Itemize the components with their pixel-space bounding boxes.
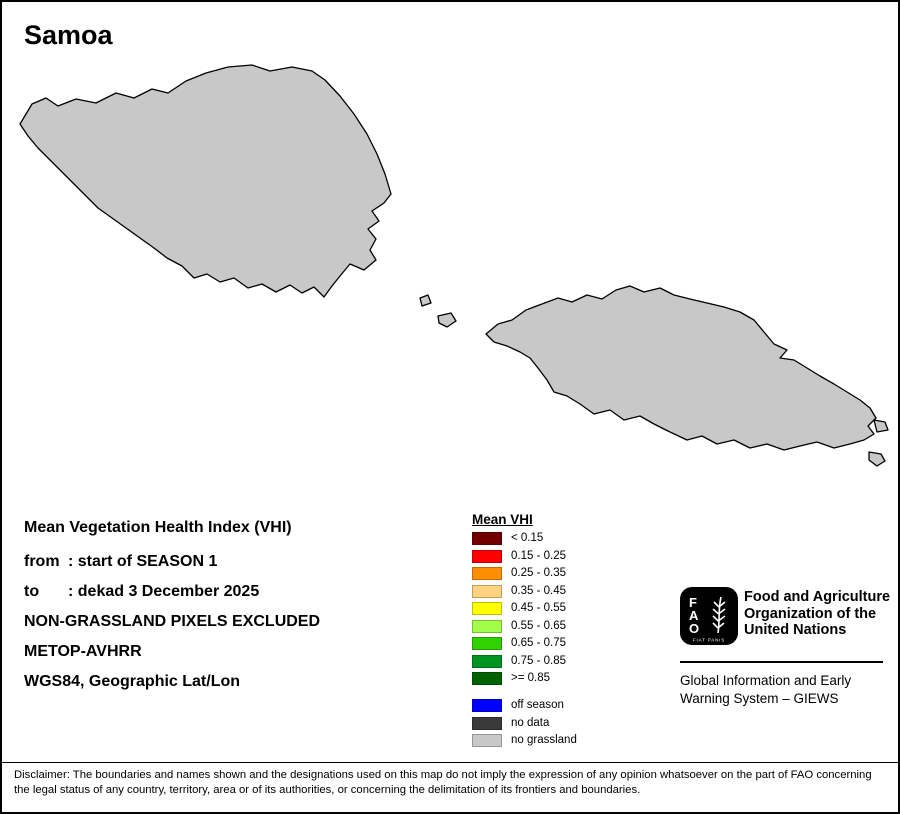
info-heading: Mean Vegetation Health Index (VHI)	[24, 519, 292, 536]
legend-item: 0.75 - 0.85	[472, 654, 566, 668]
info-to-line: to : dekad 3 December 2025	[24, 583, 259, 601]
legend-item: 0.65 - 0.75	[472, 637, 566, 650]
svg-text:A: A	[689, 608, 699, 623]
legend-label: 0.75 - 0.85	[511, 654, 566, 667]
islet-east-2	[868, 451, 886, 467]
islet-east-1	[873, 419, 889, 433]
info-pixels-line: NON-GRASSLAND PIXELS EXCLUDED	[24, 613, 321, 630]
legend-item: < 0.15	[472, 532, 566, 545]
islet-manono	[437, 312, 457, 328]
legend-swatch	[472, 602, 502, 615]
fao-giews-label: Global Information and Early Warning Sys…	[680, 673, 852, 706]
svg-text:FIAT PANIS: FIAT PANIS	[693, 638, 725, 643]
info-from-line: from : start of SEASON 1	[24, 553, 217, 571]
fao-org-name: Food and Agriculture Organization of the…	[744, 589, 891, 638]
legend-title: Mean VHI	[472, 512, 533, 527]
legend-swatch	[472, 654, 502, 668]
legend-item: 0.55 - 0.65	[472, 619, 566, 633]
legend-swatch	[472, 672, 502, 685]
islet-apolima	[419, 294, 432, 307]
legend-swatch	[472, 734, 502, 747]
legend-main: < 0.15 0.15 - 0.25 0.25 - 0.35 0.35 - 0.…	[472, 532, 566, 690]
legend-swatch	[472, 549, 502, 563]
legend-extra: off season no data no grassland	[472, 699, 577, 752]
legend-item: 0.45 - 0.55	[472, 602, 566, 615]
legend-item: 0.25 - 0.35	[472, 567, 566, 580]
legend-label: 0.15 - 0.25	[511, 549, 566, 562]
island-savaii	[19, 64, 392, 298]
legend-swatch	[472, 584, 502, 598]
fao-divider	[680, 661, 883, 663]
legend-item: 0.35 - 0.45	[472, 584, 566, 598]
legend-swatch	[472, 637, 502, 650]
legend-label: 0.35 - 0.45	[511, 584, 566, 597]
legend-swatch	[472, 619, 502, 633]
legend-item: >= 0.85	[472, 672, 566, 685]
disclaimer-text: Disclaimer: The boundaries and names sho…	[2, 762, 898, 812]
info-to-value: : dekad 3 December 2025	[68, 583, 260, 600]
wheat-branches	[712, 601, 726, 629]
legend-label: 0.45 - 0.55	[511, 602, 566, 614]
page-title: Samoa	[24, 20, 113, 50]
info-sensor-line: METOP-AVHRR	[24, 643, 142, 660]
wheat-stem	[717, 596, 722, 634]
legend-label: off season	[511, 699, 564, 711]
island-upolu	[485, 285, 877, 451]
legend-label: 0.55 - 0.65	[511, 619, 566, 632]
legend-item: no grassland	[472, 734, 577, 747]
legend-label: no data	[511, 716, 550, 729]
info-to-label: to	[24, 583, 40, 600]
legend-item: 0.15 - 0.25	[472, 549, 566, 563]
legend-label: < 0.15	[511, 532, 544, 544]
fao-logo-icon: F A O FIAT PANIS	[680, 587, 738, 645]
legend-swatch	[472, 532, 502, 545]
info-from-label: from	[24, 553, 60, 570]
legend-label: 0.25 - 0.35	[511, 567, 566, 579]
svg-text:O: O	[689, 621, 699, 636]
legend-swatch	[472, 699, 502, 712]
info-projection-line: WGS84, Geographic Lat/Lon	[24, 673, 241, 690]
legend-item: no data	[472, 716, 577, 730]
legend-label: >= 0.85	[511, 672, 551, 684]
legend-swatch	[472, 567, 502, 580]
info-from-value: : start of SEASON 1	[68, 553, 218, 570]
legend-label: 0.65 - 0.75	[511, 637, 566, 649]
legend-item: off season	[472, 699, 577, 712]
legend-label: no grassland	[511, 734, 577, 746]
legend-swatch	[472, 716, 502, 730]
svg-text:F: F	[689, 595, 697, 610]
